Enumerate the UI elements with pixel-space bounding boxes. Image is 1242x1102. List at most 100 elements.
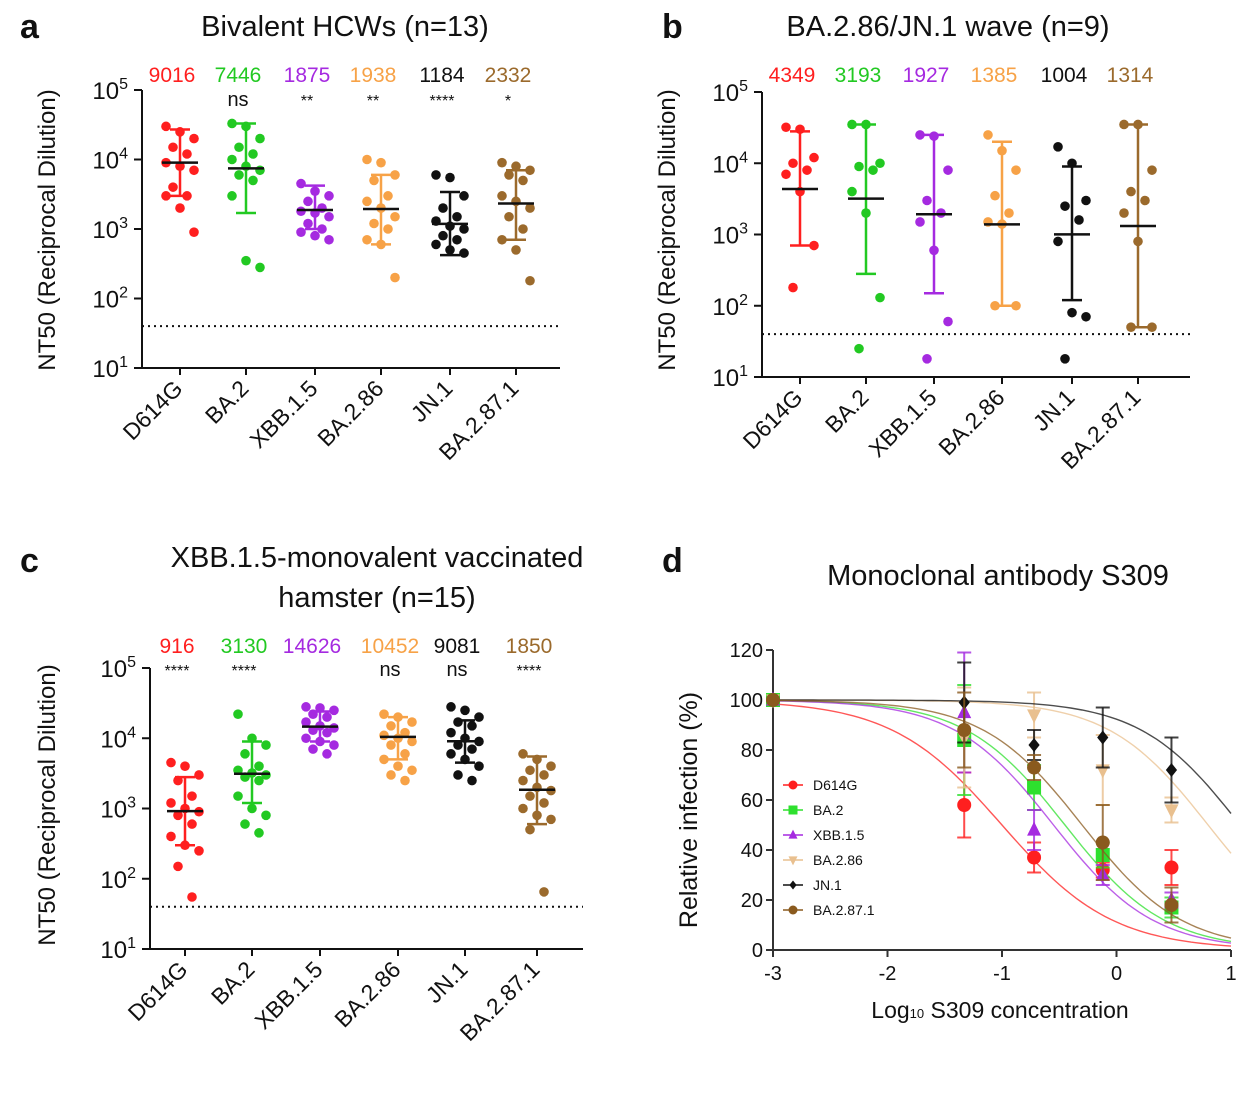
data-point bbox=[1097, 730, 1109, 745]
data-point bbox=[452, 211, 462, 222]
data-point bbox=[438, 203, 448, 213]
tick-exponent: 4 bbox=[739, 149, 748, 166]
chart-title-line2: hamster (n=15) bbox=[278, 582, 475, 614]
y-tick-label: 101 bbox=[712, 363, 748, 392]
x-tick-label: 1 bbox=[1225, 963, 1236, 985]
data-point bbox=[497, 157, 507, 168]
chart-title: XBB.1.5-monovalent vaccinated bbox=[171, 542, 584, 574]
geomean-label: 1385 bbox=[971, 64, 1018, 87]
data-point bbox=[189, 165, 199, 176]
data-point bbox=[868, 165, 878, 175]
data-point bbox=[1004, 208, 1014, 218]
data-point bbox=[166, 757, 176, 768]
fit-curve bbox=[772, 703, 1232, 947]
data-point bbox=[194, 845, 204, 856]
data-point bbox=[518, 175, 528, 186]
panel-b: b BA.2.86/JN.1 wave (n=9) NT50 (Reciprocal… bbox=[654, 8, 1190, 474]
data-point bbox=[400, 727, 410, 738]
data-point bbox=[446, 749, 456, 759]
data-point bbox=[781, 169, 791, 180]
data-point bbox=[173, 861, 183, 872]
data-point bbox=[467, 744, 477, 754]
legend-label: XBB.1.5 bbox=[813, 827, 865, 843]
geomean-label: 3193 bbox=[835, 64, 882, 87]
geomean-label: 916 bbox=[159, 635, 194, 658]
tick-base: 10 bbox=[92, 78, 119, 105]
data-point bbox=[453, 770, 463, 780]
x-tick-label: BA.2.86 bbox=[933, 384, 1009, 460]
significance-label: ns bbox=[446, 659, 467, 681]
tick-exponent: 3 bbox=[127, 795, 136, 812]
geomean-label: 1184 bbox=[419, 64, 464, 87]
data-point bbox=[1053, 236, 1063, 247]
data-point bbox=[386, 740, 396, 750]
data-point bbox=[957, 798, 972, 812]
geomean-label: 1850 bbox=[506, 635, 553, 658]
data-point bbox=[1028, 738, 1040, 752]
geomean-label: 1938 bbox=[350, 64, 397, 87]
tick-exponent: 1 bbox=[127, 935, 136, 952]
data-point bbox=[875, 158, 885, 169]
geomean-label: 7446 bbox=[215, 64, 262, 87]
data-point bbox=[1067, 307, 1077, 318]
fit-curve bbox=[772, 699, 1232, 939]
data-point bbox=[383, 224, 393, 234]
data-point bbox=[504, 211, 514, 222]
data-point bbox=[474, 712, 484, 722]
significance-label: ns bbox=[227, 89, 248, 111]
fit-curve bbox=[772, 700, 1232, 944]
tick-base: 10 bbox=[100, 867, 127, 894]
data-point bbox=[546, 814, 556, 825]
x-axis-label-part: Log bbox=[871, 997, 909, 1023]
data-point bbox=[497, 191, 507, 201]
x-tick-label: -3 bbox=[764, 963, 782, 985]
x-tick-label: BA.2.86 bbox=[329, 956, 405, 1032]
tick-exponent: 2 bbox=[127, 865, 136, 882]
geomean-label: 14626 bbox=[283, 635, 341, 658]
panel-letter: a bbox=[20, 8, 40, 46]
data-point bbox=[383, 191, 393, 201]
y-axis-label: NT50 (Reciprocal Dilution) bbox=[654, 89, 681, 370]
y-tick-label: 105 bbox=[712, 78, 748, 107]
x-tick-label: JN.1 bbox=[421, 956, 473, 1008]
data-point bbox=[161, 191, 171, 201]
data-point bbox=[301, 702, 311, 712]
x-tick-label: D614G bbox=[118, 375, 188, 445]
geomean-label: 2332 bbox=[485, 64, 532, 87]
data-point bbox=[518, 749, 528, 759]
data-point bbox=[248, 175, 258, 186]
panel-a: a Bivalent HCWs (n=13) NT50 (Reciprocal Di… bbox=[20, 8, 560, 465]
data-point bbox=[376, 157, 386, 168]
data-point bbox=[1027, 821, 1042, 836]
data-point bbox=[182, 149, 192, 159]
data-point bbox=[1140, 195, 1150, 206]
tick-base: 10 bbox=[100, 937, 127, 964]
tick-base: 10 bbox=[712, 80, 739, 107]
geomean-label: 9016 bbox=[149, 64, 196, 87]
data-point bbox=[324, 211, 334, 222]
significance-label: **** bbox=[165, 663, 190, 680]
data-point bbox=[431, 170, 441, 180]
significance-label: **** bbox=[430, 93, 455, 110]
legend-marker bbox=[789, 880, 797, 890]
y-tick-label: 101 bbox=[100, 935, 136, 964]
data-point bbox=[303, 218, 313, 229]
data-point bbox=[474, 761, 484, 772]
data-point bbox=[386, 770, 396, 780]
data-point bbox=[187, 819, 197, 829]
data-point bbox=[261, 810, 271, 821]
data-point bbox=[446, 702, 456, 712]
data-point bbox=[539, 770, 549, 780]
data-point bbox=[310, 230, 320, 241]
data-point bbox=[1147, 322, 1157, 332]
tick-exponent: 4 bbox=[119, 146, 128, 163]
data-point bbox=[546, 761, 556, 772]
panel-letter: c bbox=[20, 542, 39, 580]
tick-base: 10 bbox=[712, 365, 739, 392]
tick-base: 10 bbox=[92, 148, 119, 175]
data-point bbox=[173, 810, 183, 821]
data-point bbox=[459, 248, 469, 258]
data-point bbox=[957, 723, 972, 737]
y-axis-label: NT50 (Reciprocal Dilution) bbox=[34, 664, 61, 945]
